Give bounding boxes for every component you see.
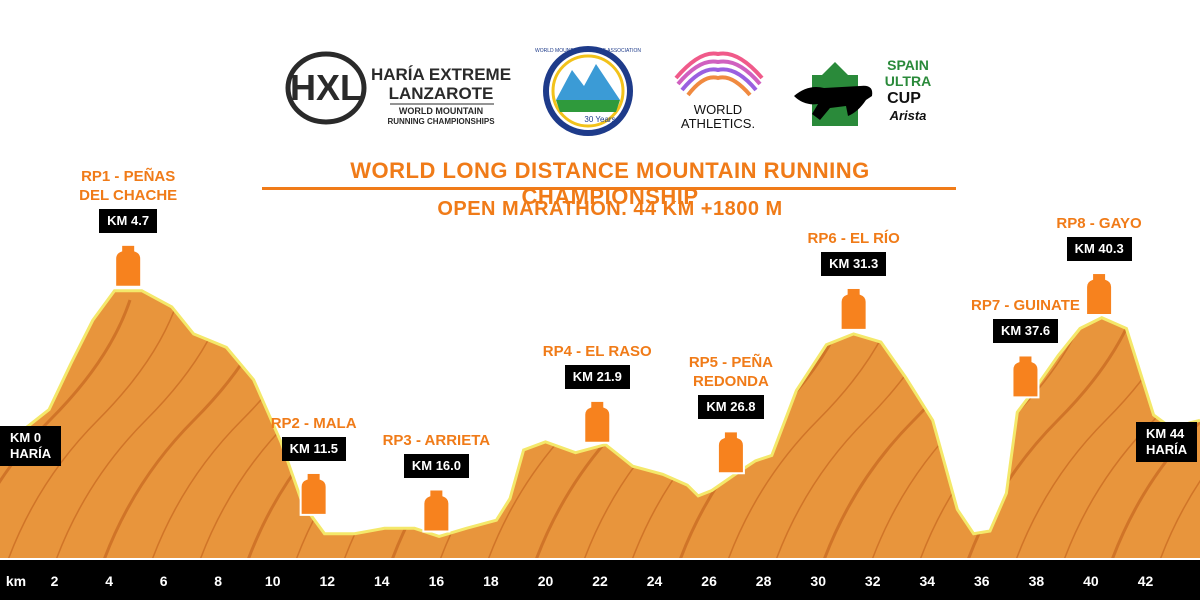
terrain-stroke xyxy=(1159,299,1200,558)
x-tick-label: 26 xyxy=(701,573,717,589)
x-tick-label: 36 xyxy=(974,573,990,589)
x-tick-label: 6 xyxy=(160,573,168,589)
bottle-icon xyxy=(422,485,451,533)
x-tick-label: 14 xyxy=(374,573,390,589)
spain-ultra-cup-logo: SPAIN ULTRA CUP Arista xyxy=(794,52,931,126)
rp-km-box: KM 4.7 xyxy=(99,208,158,233)
rp-km-box: KM 26.8 xyxy=(698,395,764,420)
rp-km-box: KM 21.9 xyxy=(564,364,630,389)
finish-name: HARÍA xyxy=(1146,442,1188,457)
title-divider xyxy=(262,187,956,190)
hxl-line3: WORLD MOUNTAIN xyxy=(399,106,483,116)
logo-strip: HXL HARÍA EXTREME LANZAROTE WORLD MOUNTA… xyxy=(285,46,931,136)
rp-name-label: RP7 - GUINATE xyxy=(945,296,1105,315)
hxl-logo: HXL HARÍA EXTREME LANZAROTE WORLD MOUNTA… xyxy=(285,51,511,126)
rp-km-box: KM 31.3 xyxy=(821,251,887,276)
rp-name-line: RP4 - EL RASO xyxy=(542,342,652,360)
rp-name-label: RP3 - ARRIETA xyxy=(356,431,516,450)
x-tick-label: 34 xyxy=(920,573,936,589)
x-tick-label: 18 xyxy=(483,573,499,589)
chart-title: WORLD LONG DISTANCE MOUNTAIN RUNNING CHA… xyxy=(350,158,870,209)
finish-label: KM 44 HARÍA xyxy=(1136,422,1198,462)
x-axis-bar xyxy=(0,560,1200,600)
rp-name-line: DEL CHACHE xyxy=(79,186,178,204)
start-name: HARÍA xyxy=(10,446,52,461)
rp-name-line: RP5 - PEÑA xyxy=(688,354,773,372)
terrain-stroke xyxy=(1110,299,1200,558)
x-tick-label: 2 xyxy=(51,573,59,589)
bottle-icon xyxy=(716,427,745,475)
rp-name-label: RP5 - PEÑA REDONDA xyxy=(651,353,811,391)
start-km: KM 0 xyxy=(10,430,42,445)
x-tick-label: 42 xyxy=(1138,573,1154,589)
bottle-icon xyxy=(839,283,868,331)
x-tick-label: 12 xyxy=(320,573,336,589)
start-label: KM 0 HARÍA xyxy=(0,426,62,466)
rp-name-line: RP7 - GUINATE xyxy=(971,297,1080,315)
x-tick-label: 24 xyxy=(647,573,663,589)
hxl-mark: HXL xyxy=(290,67,362,108)
rp-name-line: RP8 - GAYO xyxy=(1056,215,1142,233)
x-tick-label: 20 xyxy=(538,573,554,589)
x-tick-label: 28 xyxy=(756,573,772,589)
x-tick-label: 8 xyxy=(214,573,222,589)
x-axis-label: km xyxy=(6,573,26,589)
rp-km-box: KM 11.5 xyxy=(281,436,347,461)
x-tick-label: 40 xyxy=(1083,573,1099,589)
x-axis: km 2 4 6 8 10 12 14 16 18 20 22 24 26 28 30 32 34 36 38 40 4… xyxy=(6,573,1154,589)
x-tick-label: 30 xyxy=(810,573,826,589)
world-athletics-logo: WORLD ATHLETICS. xyxy=(674,51,764,131)
rp-name-label: RP6 - EL RÍO xyxy=(774,229,934,248)
rp-name-line: RP2 - MALA xyxy=(270,414,357,432)
rp-name-line: RP3 - ARRIETA xyxy=(382,431,491,449)
refreshment-bottles xyxy=(114,240,1114,533)
x-tick-label: 10 xyxy=(265,573,281,589)
suc-line3: CUP xyxy=(887,90,921,107)
rp-km-box: KM 16.0 xyxy=(403,453,469,478)
terrain-edge-line xyxy=(0,289,1200,538)
wmra-logo: WORLD MOUNTAIN RUNNING ASSOCIATION 30 Ye… xyxy=(535,46,641,136)
finish-km: KM 44 xyxy=(1146,426,1185,441)
suc-line2: ULTRA xyxy=(885,73,931,89)
hxl-line2: LANZAROTE xyxy=(389,84,494,103)
terrain-area xyxy=(0,290,1200,558)
rp-name-line: REDONDA xyxy=(692,373,769,391)
terrain-stroke xyxy=(7,299,179,558)
rp-name-label: RP8 - GAYO xyxy=(1019,214,1179,233)
bottle-icon xyxy=(1011,351,1040,399)
rp-name-label: RP1 - PEÑAS DEL CHACHE xyxy=(48,167,208,205)
rp-km-box: KM 40.3 xyxy=(1066,237,1132,262)
x-tick-label: 38 xyxy=(1029,573,1045,589)
terrain-stroke xyxy=(0,299,132,558)
rp-km-box: KM 37.6 xyxy=(992,319,1059,344)
rp-name-line: RP1 - PEÑAS xyxy=(81,167,176,185)
x-tick-label: 32 xyxy=(865,573,881,589)
hxl-line1: HARÍA EXTREME xyxy=(371,65,511,84)
bottle-icon xyxy=(1085,269,1114,317)
rp-name-label: RP2 - MALA xyxy=(234,414,394,433)
bottle-icon xyxy=(114,240,143,288)
wmra-years: 30 Years xyxy=(584,115,615,124)
bottle-icon xyxy=(583,396,612,444)
suc-line1: SPAIN xyxy=(887,57,929,73)
rp-name-label: RP4 - EL RASO xyxy=(517,342,677,361)
wa-line2: ATHLETICS. xyxy=(681,116,755,131)
hxl-line4: RUNNING CHAMPIONSHIPS xyxy=(387,117,495,126)
terrain-stroke xyxy=(1063,299,1200,558)
wmra-ring-text: WORLD MOUNTAIN RUNNING ASSOCIATION xyxy=(535,48,641,54)
x-tick-label: 22 xyxy=(592,573,608,589)
bottle-icon xyxy=(299,468,328,516)
rp-name-line: RP6 - EL RÍO xyxy=(807,229,900,247)
x-tick-label: 16 xyxy=(429,573,445,589)
suc-sponsor: Arista xyxy=(889,108,927,123)
x-tick-label: 4 xyxy=(105,573,113,589)
chart-subtitle: OPEN MARATHON. 44 KM +1800 M xyxy=(437,198,783,220)
wa-line1: WORLD xyxy=(694,102,742,117)
